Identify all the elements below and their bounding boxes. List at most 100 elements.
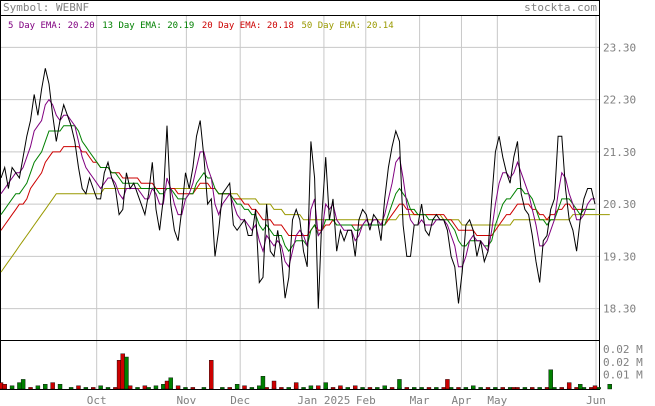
y-tick-label: 18.30 <box>603 303 636 316</box>
y-tick-label: 21.30 <box>603 146 636 159</box>
volume-bar <box>419 387 424 390</box>
y-tick-label: 22.30 <box>603 94 636 107</box>
date-axis-ticks: Oct Nov Dec Jan 2025 Feb Mar Apr May Jun <box>87 394 606 406</box>
volume-bar <box>17 382 22 390</box>
legend-entry: 50 Day EMA: 20.14 <box>302 21 394 31</box>
volume-bar <box>592 385 598 390</box>
volume-axis-ticks: 0.02 M0.02 M0.01 M <box>603 343 643 382</box>
volume-bar <box>190 387 196 390</box>
x-tick-label: Nov <box>176 394 196 406</box>
volume-bar <box>271 380 277 390</box>
volume-bar <box>249 387 255 390</box>
volume-bar <box>164 380 170 390</box>
volume-bar <box>50 382 55 390</box>
volume-bar <box>183 387 188 390</box>
volume-bar <box>9 385 15 390</box>
volume-bar <box>105 387 111 390</box>
volume-bar <box>301 387 306 390</box>
volume-bar <box>352 385 358 390</box>
volume-bar <box>220 387 225 390</box>
x-tick-label: Dec <box>230 394 250 406</box>
x-tick-label: Jan 2025 <box>297 394 350 406</box>
volume-bar <box>507 387 513 390</box>
volume-bar <box>35 385 41 390</box>
volume-bar <box>127 385 133 390</box>
header-frame <box>0 0 600 16</box>
volume-bar <box>404 387 410 390</box>
volume-bar <box>76 385 81 390</box>
volume-bar <box>345 387 351 390</box>
volume-bar <box>367 387 373 390</box>
volume-bar <box>389 387 395 390</box>
volume-bar <box>323 382 328 390</box>
volume-bar <box>375 387 380 390</box>
volume-bar <box>522 387 528 390</box>
x-tick-label: Apr <box>452 394 472 406</box>
legend-entry: 5 Day EMA: 20.20 <box>8 21 95 31</box>
volume-bar <box>242 385 247 390</box>
volume-bar <box>201 387 207 390</box>
volume-bar <box>589 387 594 390</box>
volume-bar <box>544 387 550 390</box>
volume-bar <box>257 385 262 390</box>
volume-bar <box>153 385 159 390</box>
volume-bar <box>20 379 26 390</box>
volume-bar <box>566 382 572 390</box>
volume-bar <box>28 387 33 390</box>
volume-bar <box>330 387 336 390</box>
volume-bar <box>43 384 48 390</box>
volume-bar <box>448 387 454 390</box>
volume-bar <box>426 387 432 390</box>
volume-bar <box>581 387 587 390</box>
volume-bar <box>478 387 483 390</box>
volume-bar <box>559 387 564 390</box>
volume-bar <box>2 384 7 390</box>
volume-bar <box>456 387 461 390</box>
symbol-label: Symbol: WEBNF <box>3 1 89 14</box>
volume-bar <box>98 385 103 390</box>
legend-entry: 20 Day EMA: 20.18 <box>202 21 294 31</box>
volume-bar <box>382 385 387 390</box>
volume-bar <box>308 385 314 390</box>
volume-bar <box>574 387 579 390</box>
y-tick-label: 19.30 <box>603 250 636 263</box>
volume-bar <box>434 387 439 390</box>
volume-bar <box>168 377 173 390</box>
volume-bar <box>120 353 125 390</box>
volume-bar <box>412 387 417 390</box>
series-line-50-day-ema <box>0 188 610 273</box>
volume-bar <box>493 387 498 390</box>
series-line-5-day-ema <box>0 98 595 268</box>
y-tick-label: 23.30 <box>603 41 636 54</box>
volume-bar <box>511 387 517 390</box>
volume-bar <box>596 387 601 390</box>
volume-bar <box>360 387 365 390</box>
volume-bar <box>293 382 299 390</box>
volume-bar <box>91 387 96 390</box>
volume-bar <box>227 387 232 390</box>
volume-bar <box>142 385 148 390</box>
volume-bar <box>286 387 291 390</box>
x-tick-label: Feb <box>356 394 376 406</box>
volume-bar <box>548 369 553 390</box>
price-axis-ticks: 23.30 22.30 21.30 20.30 19.30 18.30 <box>603 41 636 315</box>
volume-bar <box>515 387 520 390</box>
volume-bar <box>445 379 450 390</box>
volume-bar <box>116 360 122 390</box>
volume-bar <box>552 387 557 390</box>
x-tick-label: Jun <box>586 394 606 406</box>
volume-tick-label: 0.02 M <box>603 343 643 356</box>
volume-bar <box>485 387 491 390</box>
volume-panel-frame <box>0 340 600 390</box>
x-tick-label: Oct <box>87 394 107 406</box>
volume-bar <box>316 385 321 390</box>
volume-bar <box>83 387 89 390</box>
volume-bar <box>441 387 446 390</box>
volume-bar <box>209 360 214 390</box>
legend-entry: 13 Day EMA: 20.19 <box>102 21 194 31</box>
volume-bar <box>161 384 166 390</box>
volume-bar <box>124 356 129 390</box>
volume-bars <box>0 353 612 390</box>
volume-bar <box>471 385 476 390</box>
